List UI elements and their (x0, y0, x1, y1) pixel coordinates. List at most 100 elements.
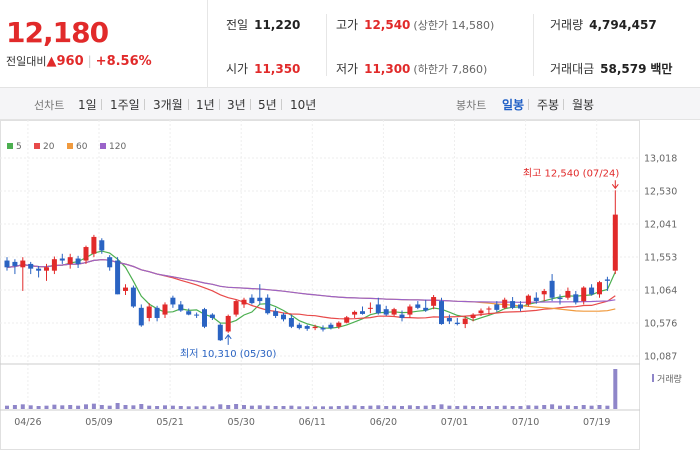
line-chart-label: 선차트 (34, 99, 65, 112)
volume-bar (218, 404, 223, 409)
volume-bar (455, 406, 460, 409)
candle (130, 285, 136, 308)
volume-bar (502, 405, 507, 409)
candlestick-chart[interactable]: 5 20 60 120 거래량 13,018 12,530 12,041 11,553 11,… (0, 120, 700, 450)
y-tick-label: 10,576 (644, 319, 677, 330)
x-tick-label: 05/30 (228, 417, 255, 428)
price-summary: 12,180 전일대비▲960 | +8.56% (0, 0, 208, 88)
candle-daily-button[interactable]: 일봉 (502, 98, 525, 112)
candle (28, 261, 34, 275)
candle (541, 288, 547, 302)
volume-bar (234, 404, 239, 409)
volume-bar (439, 404, 444, 409)
candle (273, 307, 279, 318)
period-10y-button[interactable]: 10년 (290, 98, 317, 112)
volume-bar (163, 405, 167, 409)
candle (486, 306, 492, 315)
period-3y-button[interactable]: 3년 (227, 98, 246, 112)
y-axis: 13,018 12,530 12,041 11,553 11,064 10,576 10,0… (644, 154, 677, 363)
candle (233, 299, 239, 317)
change-label: 전일대비 (6, 55, 47, 68)
volume-bar (115, 403, 120, 409)
candle (597, 280, 602, 298)
volume-bar (494, 406, 499, 409)
candle (225, 314, 231, 333)
stat-volume: 거래량 4,794,457 (550, 18, 657, 32)
volume-bar (178, 406, 183, 409)
candle (320, 325, 326, 332)
period-3m-button[interactable]: 3개월 (153, 98, 183, 112)
volume-bar (463, 405, 468, 409)
period-1d-button[interactable]: 1일 (78, 98, 97, 112)
candle (375, 297, 381, 315)
candle (115, 257, 121, 295)
candle (478, 308, 484, 316)
volume-bar (581, 405, 586, 409)
candle (502, 297, 508, 310)
volume-bar (328, 406, 333, 409)
candle (178, 301, 184, 312)
quote-header: 12,180 전일대비▲960 | +8.56% 전일 11,220 고가 12,540… (0, 0, 700, 88)
volume-legend-label: 거래량 (657, 373, 682, 385)
volume-bar (170, 405, 175, 409)
candle (589, 284, 595, 296)
candles (4, 190, 618, 341)
candle (186, 308, 192, 316)
candle (138, 304, 144, 327)
volume-bar (344, 405, 349, 409)
legend-label: 120 (109, 142, 126, 152)
volume-bar (400, 406, 404, 409)
candle-weekly-button[interactable]: 주봉 (537, 98, 560, 112)
candle (407, 304, 413, 318)
volume-bar (139, 404, 144, 409)
candle (170, 295, 176, 308)
period-5y-button[interactable]: 5년 (258, 98, 277, 112)
volume-bar (76, 405, 81, 409)
candle (162, 302, 168, 318)
x-axis: 04/26 05/09 05/21 05/30 06/11 06/20 07/01 07/10… (14, 417, 610, 428)
volume-bar (226, 405, 231, 409)
stat-prev-close: 전일 11,220 (226, 18, 301, 32)
candle (439, 297, 444, 325)
legend-swatch (34, 143, 40, 149)
candle (194, 312, 200, 318)
candle (415, 301, 421, 310)
volume-bar (91, 403, 96, 409)
legend-label: 60 (76, 142, 88, 152)
volume-bar (431, 405, 436, 409)
candle (510, 297, 516, 310)
candle (336, 321, 342, 329)
volume-bar (265, 405, 270, 409)
candle (4, 257, 10, 271)
period-1y-button[interactable]: 1년 (196, 98, 215, 112)
volume-bar (447, 405, 452, 409)
volume-legend-swatch (652, 374, 654, 382)
stat-low: 저가 11,300 (하한가 7,860) (336, 62, 488, 76)
high-annotation: 최고 12,540 (07/24) (523, 167, 619, 179)
volume-bar (360, 406, 365, 409)
volume-bar (336, 406, 341, 409)
volume-bar (297, 406, 302, 409)
candle (399, 310, 405, 322)
period-1w-button[interactable]: 1주일 (110, 98, 140, 112)
volume-bar (558, 405, 562, 409)
volume-bar (99, 405, 104, 409)
candle (154, 305, 160, 322)
volume-bar (155, 406, 160, 409)
change-value: 960 (56, 54, 84, 69)
volume-bar (84, 404, 88, 409)
candle (383, 305, 389, 316)
candle (328, 322, 334, 330)
candle (288, 314, 294, 329)
low-annotation: 최저 10,310 (05/30) (180, 348, 276, 360)
legend-swatch (100, 143, 106, 149)
candle-monthly-button[interactable]: 월봉 (572, 98, 595, 112)
volume-bar (321, 406, 325, 409)
candle (494, 301, 500, 312)
y-tick-label: 10,087 (644, 352, 677, 363)
candle (20, 257, 26, 291)
candle (367, 302, 373, 314)
legend-label: 20 (43, 142, 55, 152)
candle (75, 255, 81, 268)
x-tick-label: 05/09 (85, 417, 112, 428)
